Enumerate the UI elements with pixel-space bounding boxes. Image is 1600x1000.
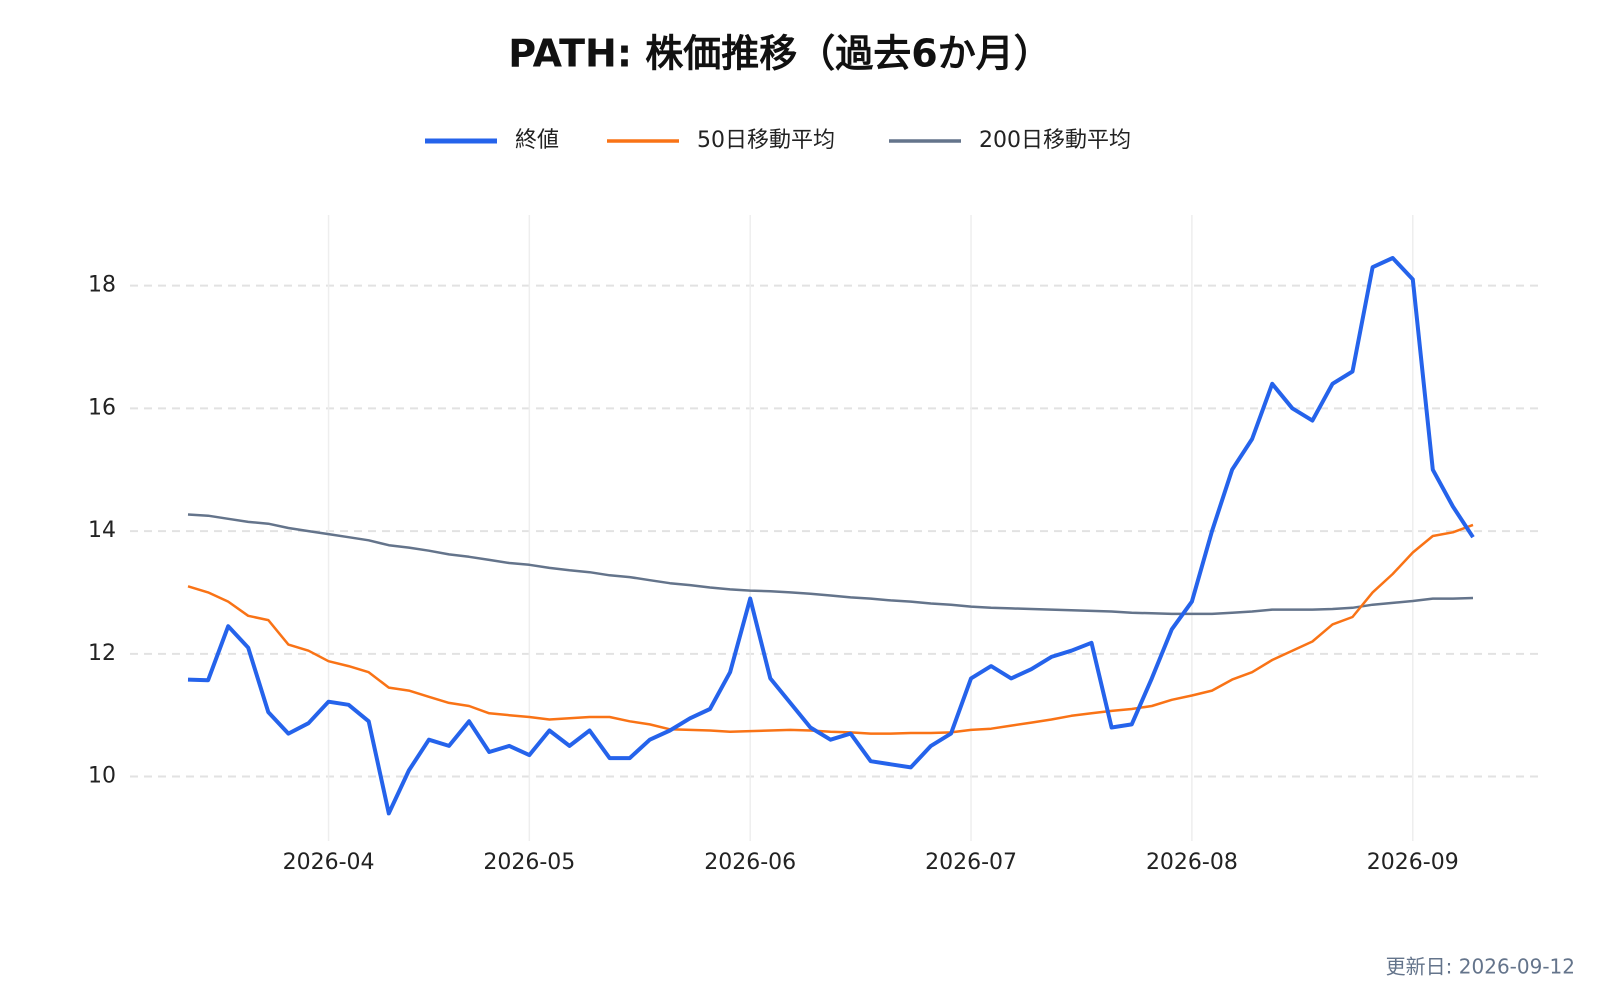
x-tick-label: 2026-06	[704, 850, 796, 875]
series-line	[187, 513, 1474, 616]
y-tick-label: 12	[88, 641, 116, 666]
legend-label: 200日移動平均	[979, 128, 1131, 153]
series-line	[187, 523, 1474, 735]
y-tick-label: 16	[88, 395, 116, 420]
x-tick-label: 2026-07	[925, 850, 1017, 875]
y-tick-label: 14	[88, 518, 116, 543]
legend-label: 終値	[515, 128, 559, 153]
legend-label: 50日移動平均	[697, 128, 835, 153]
chart-title: PATH: 株価推移（過去6か月）	[508, 32, 1051, 76]
x-tick-label: 2026-05	[483, 850, 575, 875]
x-tick-label: 2026-04	[283, 850, 375, 875]
x-tick-label: 2026-08	[1146, 850, 1238, 875]
y-tick-label: 18	[88, 273, 116, 298]
series-line	[187, 256, 1475, 816]
x-tick-label: 2026-09	[1367, 850, 1459, 875]
footer: 更新日: 2026-09-12	[1386, 955, 1575, 979]
y-tick-label: 10	[88, 764, 116, 789]
